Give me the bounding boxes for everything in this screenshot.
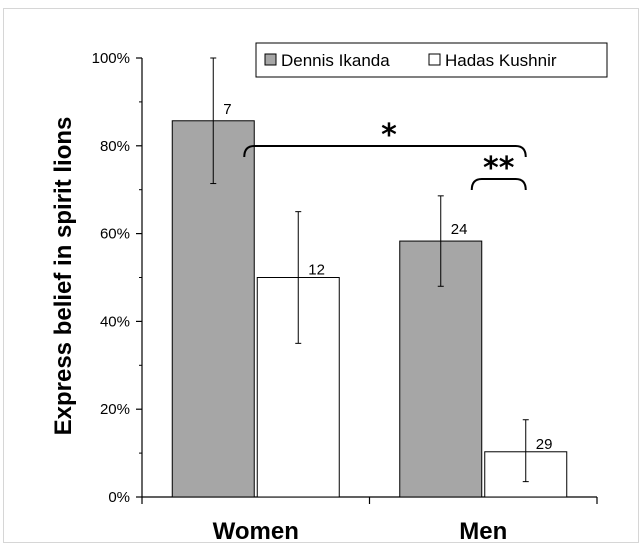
n-label-women-hadas-kushnir: 12	[308, 262, 325, 279]
significance-bracket-1	[243, 145, 527, 158]
significance-marker-1: *	[381, 118, 397, 153]
legend-swatch-hadas-kushnir	[428, 53, 441, 66]
y-tick-label-2: 40%	[100, 313, 130, 330]
x-category-label-men: Men	[459, 518, 507, 545]
legend-label-dennis-ikanda: Dennis Ikanda	[281, 51, 390, 70]
n-label-men-hadas-kushnir: 29	[536, 436, 553, 453]
n-label-men-dennis-ikanda: 24	[451, 221, 468, 238]
legend: Dennis Ikanda Hadas Kushnir	[255, 42, 608, 78]
legend-swatch-dennis-ikanda	[264, 53, 277, 66]
y-tick-label-0: 0%	[108, 489, 130, 506]
significance-bracket-2	[470, 178, 527, 191]
n-label-women-dennis-ikanda: 7	[223, 101, 231, 118]
y-tick-label-3: 60%	[100, 226, 130, 243]
legend-label-hadas-kushnir: Hadas Kushnir	[445, 51, 557, 70]
y-tick-label-4: 80%	[100, 138, 130, 155]
y-tick-label-5: 100%	[92, 50, 130, 67]
y-axis-label: Express belief in spirit lions	[50, 117, 77, 436]
x-category-label-women: Women	[213, 518, 299, 545]
significance-marker-2: **	[483, 151, 515, 186]
y-tick-label-1: 20%	[100, 401, 130, 418]
